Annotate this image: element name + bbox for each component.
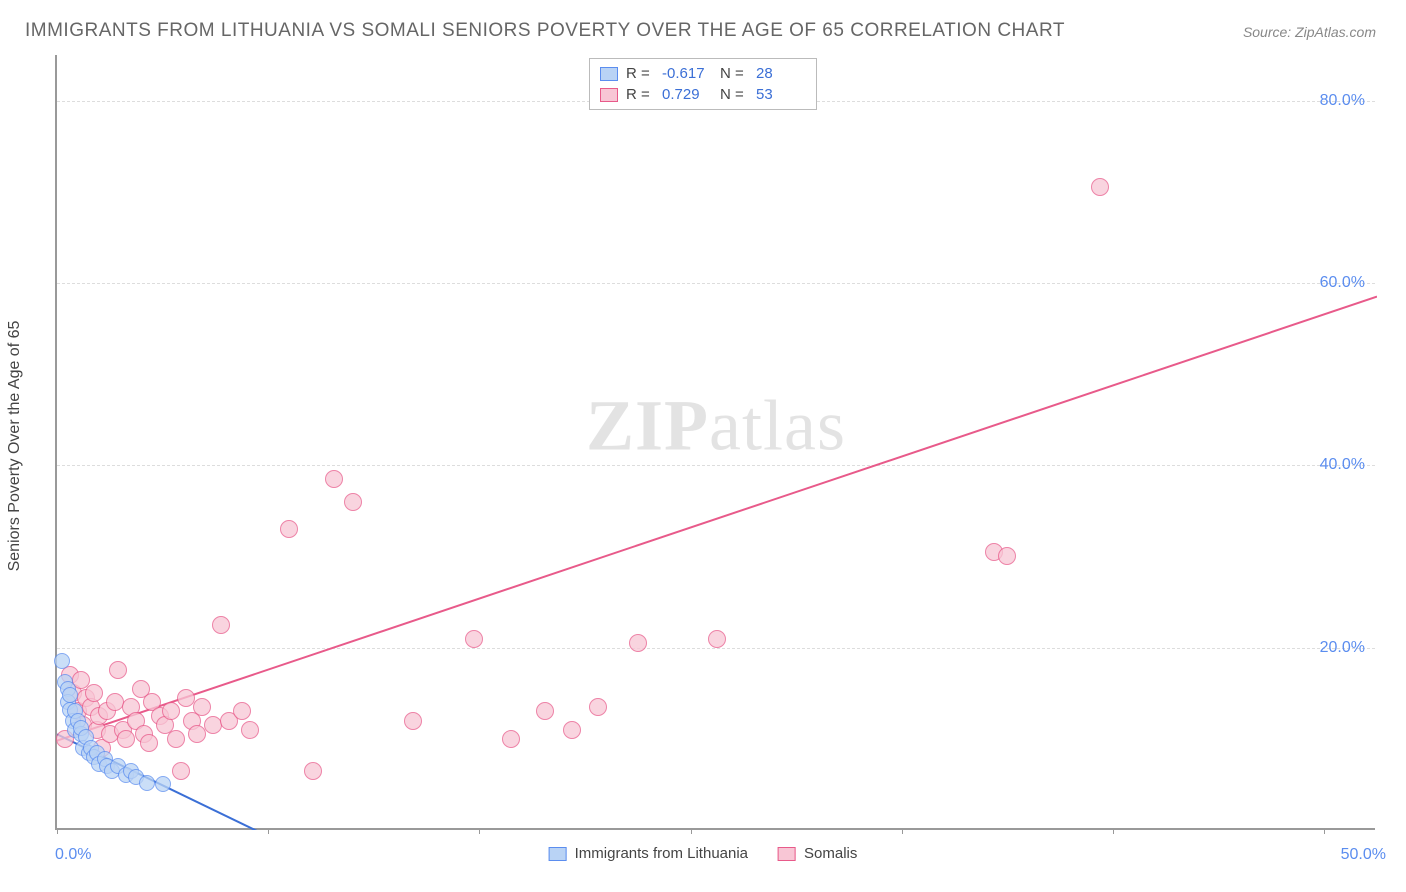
chart-title: IMMIGRANTS FROM LITHUANIA VS SOMALI SENI… <box>25 20 1065 42</box>
series-label-lithuania: Immigrants from Lithuania <box>575 845 748 862</box>
data-point-somali <box>589 698 607 716</box>
data-point-somali <box>117 730 135 748</box>
data-point-somali <box>1091 178 1109 196</box>
data-point-somali <box>109 661 127 679</box>
r-label: R = <box>626 86 654 103</box>
data-point-lithuania <box>139 775 155 791</box>
data-point-somali <box>167 730 185 748</box>
data-point-somali <box>85 684 103 702</box>
data-point-lithuania <box>54 653 70 669</box>
data-point-somali <box>629 634 647 652</box>
legend-row-somali: R = 0.729 N = 53 <box>600 84 806 105</box>
series-legend: Immigrants from Lithuania Somalis <box>549 845 858 862</box>
swatch-lithuania <box>549 847 567 861</box>
r-value-somali: 0.729 <box>662 86 712 103</box>
data-point-somali <box>502 730 520 748</box>
data-point-somali <box>304 762 322 780</box>
plot-region: ZIPatlas 20.0%40.0%60.0%80.0% <box>55 55 1375 830</box>
data-point-somali <box>233 702 251 720</box>
correlation-legend: R = -0.617 N = 28 R = 0.729 N = 53 <box>589 58 817 110</box>
data-point-somali <box>536 702 554 720</box>
y-axis-label: Seniors Poverty Over the Age of 65 <box>6 321 24 572</box>
swatch-somali <box>600 88 618 102</box>
chart-area: ZIPatlas 20.0%40.0%60.0%80.0% <box>55 55 1375 830</box>
data-point-somali <box>563 721 581 739</box>
trendline-somali <box>57 297 1377 741</box>
legend-item-somali: Somalis <box>778 845 857 862</box>
data-point-lithuania <box>62 687 78 703</box>
source-attribution: Source: ZipAtlas.com <box>1243 24 1376 40</box>
data-point-somali <box>172 762 190 780</box>
swatch-somali <box>778 847 796 861</box>
data-point-somali <box>465 630 483 648</box>
data-point-lithuania <box>155 776 171 792</box>
data-point-somali <box>708 630 726 648</box>
swatch-lithuania <box>600 67 618 81</box>
trend-lines <box>57 55 1377 830</box>
r-label: R = <box>626 65 654 82</box>
data-point-somali <box>193 698 211 716</box>
data-point-somali <box>212 616 230 634</box>
data-point-somali <box>241 721 259 739</box>
data-point-somali <box>140 734 158 752</box>
data-point-somali <box>998 547 1016 565</box>
n-label: N = <box>720 86 748 103</box>
n-value-somali: 53 <box>756 86 806 103</box>
r-value-lithuania: -0.617 <box>662 65 712 82</box>
data-point-somali <box>325 470 343 488</box>
n-value-lithuania: 28 <box>756 65 806 82</box>
series-label-somali: Somalis <box>804 845 857 862</box>
n-label: N = <box>720 65 748 82</box>
legend-item-lithuania: Immigrants from Lithuania <box>549 845 748 862</box>
data-point-somali <box>344 493 362 511</box>
x-tick-origin: 0.0% <box>55 846 91 864</box>
data-point-somali <box>404 712 422 730</box>
data-point-somali <box>162 702 180 720</box>
x-tick-end: 50.0% <box>1341 846 1386 864</box>
data-point-somali <box>280 520 298 538</box>
legend-row-lithuania: R = -0.617 N = 28 <box>600 63 806 84</box>
